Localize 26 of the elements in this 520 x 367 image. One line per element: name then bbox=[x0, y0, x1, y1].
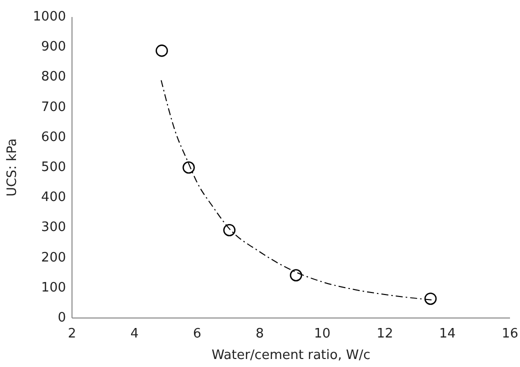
x-tick-label: 12 bbox=[376, 326, 394, 342]
point bbox=[182, 161, 195, 174]
point bbox=[223, 224, 236, 236]
y-tick-label: 1000 bbox=[32, 10, 66, 24]
point bbox=[156, 44, 168, 57]
y-tick-label: 300 bbox=[41, 220, 66, 236]
y-tick-label: 200 bbox=[41, 250, 66, 266]
y-tick-label: 400 bbox=[41, 190, 66, 206]
x-tick-label: 6 bbox=[193, 326, 202, 342]
x-tick-label: 10 bbox=[314, 326, 331, 342]
x-tick-label: 16 bbox=[502, 326, 518, 342]
x-tick-label: 2 bbox=[68, 326, 76, 342]
y-tick-label: 600 bbox=[41, 130, 66, 145]
x-tick-label: 8 bbox=[256, 326, 264, 342]
y-tick-label: 900 bbox=[41, 40, 66, 55]
y-tick-label: 500 bbox=[41, 160, 66, 175]
y-tick-label: 700 bbox=[41, 100, 66, 115]
point bbox=[424, 292, 437, 305]
y-axis-title: UCS: kPa bbox=[5, 138, 20, 197]
point bbox=[290, 269, 302, 282]
x-tick-label: 14 bbox=[439, 326, 456, 342]
x-tick-label: 4 bbox=[130, 326, 139, 342]
y-tick-label: 100 bbox=[41, 280, 66, 296]
y-tick-label: 800 bbox=[41, 70, 66, 85]
x-axis-title: Water/cement ratio, W/c bbox=[212, 348, 370, 363]
y-tick-label: 0 bbox=[58, 310, 66, 326]
